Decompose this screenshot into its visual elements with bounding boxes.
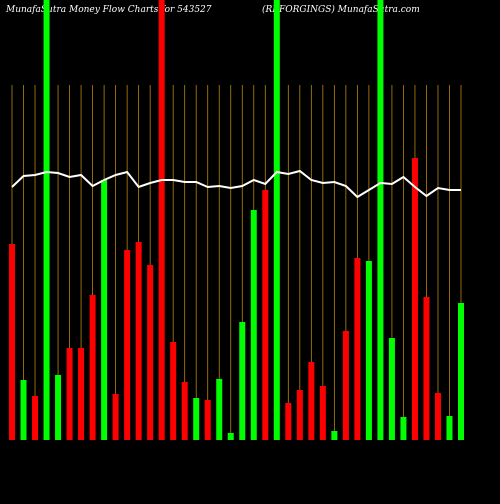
bar bbox=[227, 433, 234, 440]
bar bbox=[342, 331, 349, 440]
bar bbox=[55, 375, 62, 440]
bar bbox=[354, 258, 361, 440]
bar bbox=[377, 0, 384, 440]
chart-title: MunafaSutra Money Flow Charts for 543527 bbox=[5, 5, 212, 15]
bar bbox=[296, 390, 303, 440]
chart-subtitle: (RKFORGINGS) MunafaSutra.com bbox=[262, 4, 420, 15]
bar bbox=[285, 403, 292, 440]
bar bbox=[400, 417, 407, 440]
bar bbox=[9, 244, 15, 440]
bar bbox=[112, 394, 119, 440]
bar bbox=[66, 348, 73, 440]
bar bbox=[446, 416, 453, 440]
bar bbox=[319, 386, 326, 440]
bar bbox=[135, 242, 142, 440]
bar bbox=[216, 379, 223, 440]
bar bbox=[458, 303, 464, 440]
bar bbox=[89, 295, 96, 440]
bar bbox=[273, 0, 280, 440]
bar bbox=[170, 342, 177, 440]
bar bbox=[158, 0, 165, 440]
bar bbox=[193, 398, 200, 440]
bar bbox=[20, 380, 27, 440]
bar bbox=[411, 158, 418, 440]
bar bbox=[43, 0, 50, 440]
money-flow-line bbox=[11, 169, 461, 199]
bar bbox=[124, 250, 131, 440]
bar bbox=[423, 297, 430, 440]
bar bbox=[331, 431, 338, 440]
bar bbox=[181, 382, 188, 440]
bar bbox=[250, 210, 257, 440]
bar bbox=[365, 261, 372, 440]
bar bbox=[78, 348, 85, 440]
bar bbox=[262, 190, 269, 440]
bar bbox=[239, 322, 246, 440]
bar bbox=[204, 400, 211, 440]
bar bbox=[32, 396, 39, 440]
bar bbox=[101, 180, 108, 440]
bar bbox=[388, 338, 395, 440]
bar bbox=[308, 362, 315, 440]
bar bbox=[434, 393, 441, 440]
bar bbox=[147, 265, 154, 440]
